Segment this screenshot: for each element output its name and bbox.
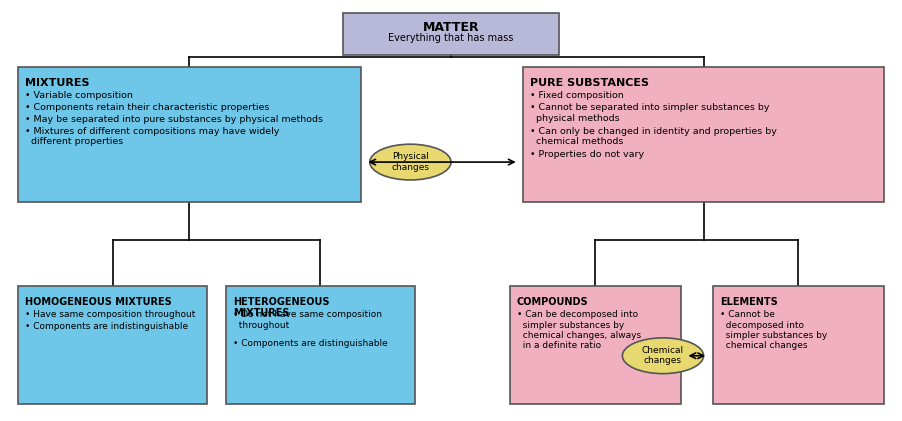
FancyBboxPatch shape: [510, 286, 681, 404]
Text: • Components retain their characteristic properties: • Components retain their characteristic…: [25, 103, 270, 112]
Text: • Can be decomposed into
  simpler substances by
  chemical changes, always
  in: • Can be decomposed into simpler substan…: [517, 310, 641, 350]
Text: ELEMENTS: ELEMENTS: [720, 297, 778, 307]
Text: • Cannot be
  decomposed into
  simpler substances by
  chemical changes: • Cannot be decomposed into simpler subs…: [720, 310, 827, 350]
FancyBboxPatch shape: [713, 286, 884, 404]
FancyBboxPatch shape: [226, 286, 415, 404]
Text: • Mixtures of different compositions may have widely
  different properties: • Mixtures of different compositions may…: [25, 127, 280, 146]
Text: Physical
changes: Physical changes: [391, 152, 429, 172]
FancyBboxPatch shape: [18, 67, 361, 202]
Text: • Components are distinguishable: • Components are distinguishable: [233, 338, 388, 348]
Text: • Have same composition throughout: • Have same composition throughout: [25, 310, 196, 319]
Text: • Fixed composition: • Fixed composition: [530, 91, 624, 100]
Text: MIXTURES: MIXTURES: [25, 78, 90, 88]
Text: • Properties do not vary: • Properties do not vary: [530, 150, 645, 159]
Text: • May be separated into pure substances by physical methods: • May be separated into pure substances …: [25, 115, 323, 124]
Text: PURE SUBSTANCES: PURE SUBSTANCES: [530, 78, 649, 88]
Text: • Can only be changed in identity and properties by
  chemical methods: • Can only be changed in identity and pr…: [530, 127, 778, 146]
Text: • Components are indistinguishable: • Components are indistinguishable: [25, 322, 189, 331]
FancyBboxPatch shape: [343, 13, 559, 55]
Text: • Variable composition: • Variable composition: [25, 91, 133, 100]
Ellipse shape: [622, 338, 704, 374]
Text: Everything that has mass: Everything that has mass: [389, 33, 513, 43]
Text: COMPOUNDS: COMPOUNDS: [517, 297, 588, 307]
Text: HETEROGENEOUS
MIXTURES: HETEROGENEOUS MIXTURES: [233, 297, 329, 318]
Text: Chemical
changes: Chemical changes: [642, 346, 684, 365]
FancyBboxPatch shape: [18, 286, 207, 404]
FancyBboxPatch shape: [523, 67, 884, 202]
Text: • Cannot be separated into simpler substances by
  physical methods: • Cannot be separated into simpler subst…: [530, 103, 770, 123]
Ellipse shape: [370, 144, 451, 180]
Text: • Do not have same composition
  throughout: • Do not have same composition throughou…: [233, 310, 382, 330]
Text: MATTER: MATTER: [423, 21, 479, 34]
Text: HOMOGENEOUS MIXTURES: HOMOGENEOUS MIXTURES: [25, 297, 172, 307]
